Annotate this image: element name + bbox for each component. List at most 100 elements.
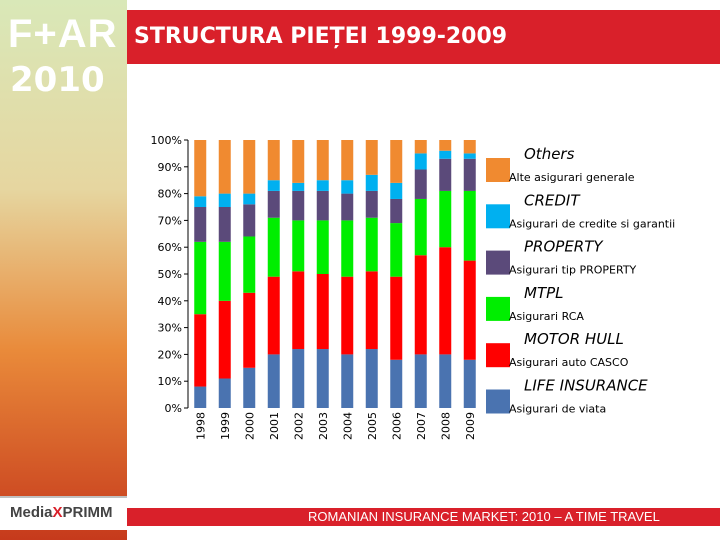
bar-segment [194,314,207,387]
bar-segment [439,247,452,355]
bar-segment [341,220,354,277]
brand-right: PRIMM [62,504,113,521]
bar-segment [341,180,354,194]
bar-segment [243,140,256,194]
bar-segment [292,140,305,183]
bar-segment [218,300,231,379]
bar-segment [267,217,280,277]
legend-title: LIFE INSURANCE [524,377,648,395]
logo-year: 2010 [10,60,105,100]
x-tick-label: 2003 [317,412,330,440]
bar-segment [267,180,280,191]
bar-segment [243,236,256,293]
brand-logo: MediaXPRIMM [0,496,127,530]
y-tick-label: 50% [158,268,182,281]
bar-segment [316,349,329,408]
bar-segment [292,271,305,350]
bar-segment [414,255,427,355]
bar-segment [292,349,305,408]
bar-segment [439,158,452,191]
x-tick-label: 2006 [390,412,403,440]
x-tick-label: 2001 [268,412,281,440]
legend-swatch [486,158,510,182]
x-tick-label: 1998 [194,412,207,440]
bar-segment [439,354,452,408]
legend-swatch [486,389,510,414]
legend-swatch [486,250,510,275]
bar-segment [243,367,256,408]
bar-segment [463,190,476,261]
bar-segment [439,150,452,159]
legend-subtitle: Asigurari de credite si garantii [509,217,675,230]
bar-segment [194,241,207,315]
bar-segment [365,349,378,408]
bar-segment [243,193,256,205]
bar-segment [267,276,280,355]
bar-segment [414,198,427,256]
y-tick-label: 20% [158,348,182,361]
bar-segment [365,217,378,272]
y-tick-label: 40% [158,295,182,308]
bar-segment [390,359,403,408]
bar-segment [218,207,231,242]
bar-segment [390,198,403,224]
x-tick-label: 2005 [366,412,379,440]
decorative-sidebar [0,0,127,540]
legend-title: CREDIT [524,191,581,209]
bar-segment [341,193,354,221]
x-tick-label: 2000 [243,412,256,440]
legend-marker [500,266,506,273]
x-tick-label: 2007 [415,412,428,440]
y-tick-label: 70% [158,214,182,227]
bar-segment [267,190,280,218]
legend-title: MOTOR HULL [524,330,624,348]
legend-subtitle: Alte asigurari generale [509,171,635,184]
bar-segment [267,354,280,408]
bar-segment [365,271,378,350]
bar-segment [390,223,403,277]
bar-segment [365,174,378,191]
footer-band [127,508,720,526]
bar-segment [316,190,329,221]
bar-segment [439,190,452,248]
legend-swatch [486,204,510,229]
bar-segment [316,140,329,181]
bar-segment [194,196,207,207]
bar-segment [267,140,280,181]
bar-segment [365,190,378,218]
brand-x: X [52,504,63,521]
title-band [127,10,720,64]
bar-segment [292,190,305,221]
legend-subtitle: Asigurari tip PROPERTY [509,264,637,277]
legend-marker [500,174,506,180]
bar-segment [390,276,403,360]
legend-subtitle: Asigurari RCA [509,310,584,323]
x-tick-label: 1999 [219,412,232,440]
x-tick-label: 2008 [439,412,452,440]
bar-segment [194,140,207,197]
bar-segment [414,153,427,170]
bar-segment [463,359,476,408]
bar-segment [292,220,305,272]
legend-subtitle: Asigurari auto CASCO [509,356,629,369]
bar-segment [414,140,427,154]
bar-segment [243,292,256,368]
bar-segment [194,207,207,242]
legend-marker [500,220,506,227]
bar-segment [218,378,231,408]
footer-text: ROMANIAN INSURANCE MARKET: 2010 – A TIME… [308,509,660,524]
y-tick-label: 80% [158,188,182,201]
bar-segment [243,204,256,237]
brand-left: Media [10,504,53,521]
legend-swatch [486,296,510,321]
bar-segment [316,220,329,274]
bar-segment [414,169,427,199]
bar-segment [341,140,354,181]
bar-segment [439,140,452,151]
y-tick-label: 10% [158,375,182,388]
x-tick-label: 2002 [292,412,305,440]
bar-segment [218,140,231,194]
legend-marker [500,359,506,366]
legend-title: PROPERTY [524,238,604,256]
